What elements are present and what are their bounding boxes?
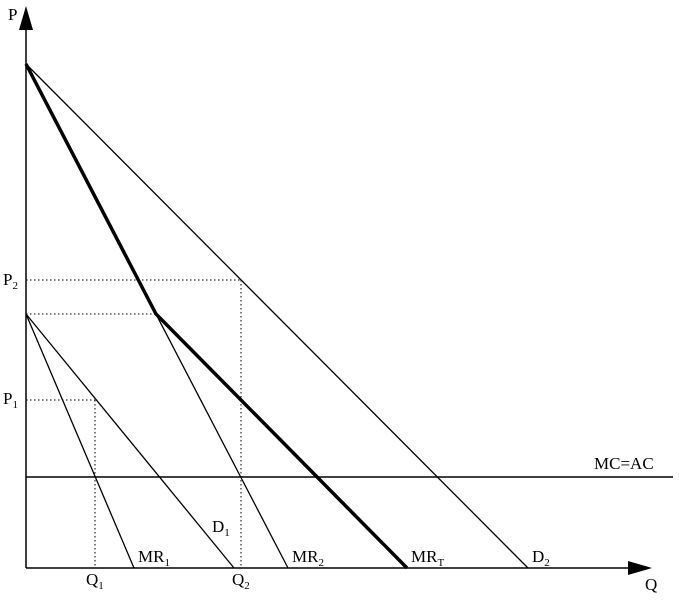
curves <box>24 63 673 570</box>
d2-label: D2 <box>532 547 550 569</box>
p1-label: P1 <box>3 389 18 411</box>
q2-label: Q2 <box>232 570 250 592</box>
mr1-curve <box>25 313 135 569</box>
dotted-guides <box>26 279 242 568</box>
x-axis-label: Q <box>645 575 657 594</box>
d2-curve <box>25 63 529 569</box>
mc-ac-label: MC=AC <box>594 454 654 473</box>
q1-label: Q1 <box>86 570 104 592</box>
d1-label: D1 <box>212 517 230 539</box>
y-axis-label: P <box>8 5 17 24</box>
p2-label: P2 <box>3 270 18 292</box>
mr2-label: MR2 <box>292 547 324 569</box>
d1-curve <box>25 313 235 569</box>
x-axis-arrow <box>628 561 652 575</box>
mrt-curve <box>24 63 409 570</box>
y-axis-arrow <box>19 6 33 30</box>
mr1-label: MR1 <box>138 547 170 569</box>
mrt-label: MRT <box>411 547 444 569</box>
